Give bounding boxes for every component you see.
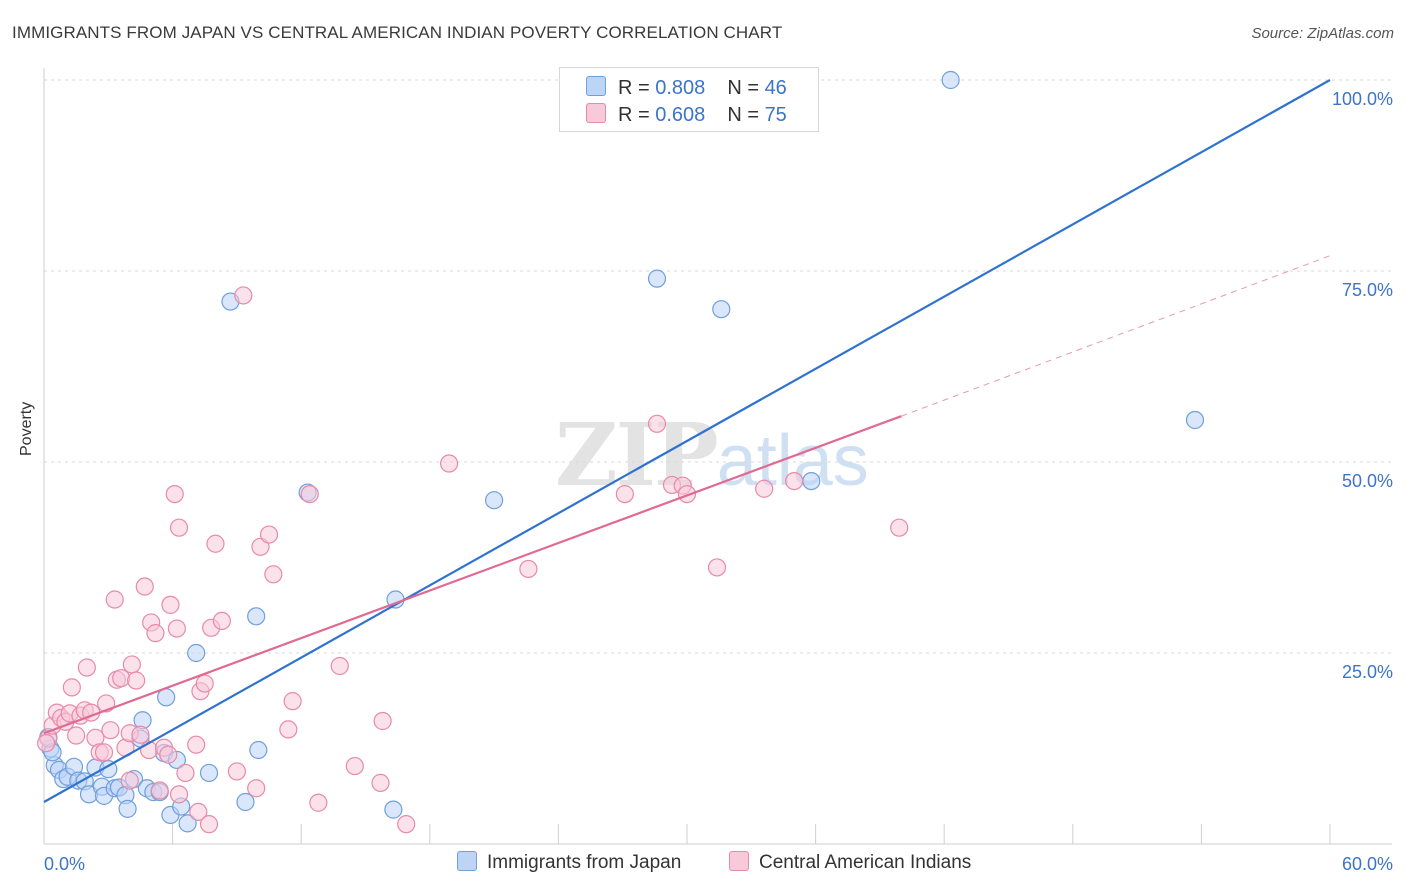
legend-swatch-central-american [586,103,606,123]
point-central-american [135,577,154,596]
point-central-american [127,671,146,690]
point-central-american [101,721,120,740]
point-central-american [112,669,131,688]
point-central-american [146,624,165,643]
point-central-american [67,726,86,745]
bottom-legend-swatch-japan [457,851,477,871]
point-central-american [62,678,81,697]
legend-r-label: R = [618,77,656,99]
point-central-american [212,611,231,631]
point-japan [647,269,667,288]
point-japan [384,800,403,819]
point-central-american [264,565,283,584]
legend-row-japan: R = 0.808 N = 46 [586,76,787,100]
point-japan [236,792,255,812]
y-tick-label: 25.0% [1342,662,1393,682]
bottom-legend-label-central-american: Central American Indians [759,852,972,873]
point-central-american [189,802,208,822]
legend-n-value: 46 [764,77,787,99]
point-central-american [105,590,124,609]
source-label: Source: ZipAtlas.com [1251,25,1394,42]
point-central-american [120,771,139,790]
point-japan [118,799,137,818]
point-central-american [345,756,364,776]
point-central-american [159,745,178,764]
point-central-american [707,558,727,577]
point-central-american [37,734,56,753]
point-central-american [890,518,909,537]
point-central-american [169,785,189,804]
point-japan [199,763,219,783]
point-central-american [279,720,298,739]
y-tick-label: 75.0% [1342,280,1393,300]
bottom-legend-japan: Immigrants from Japan [457,851,681,874]
point-central-american [755,479,774,498]
point-central-american [187,735,206,754]
point-central-american [283,692,302,711]
point-central-american [199,815,219,834]
legend-swatch-japan [586,76,606,96]
legend-n-label: N = [727,77,765,99]
point-central-american [167,619,186,638]
point-central-american [131,725,150,744]
point-japan [99,760,118,779]
point-central-american [615,484,634,504]
point-central-american [439,454,459,473]
point-central-american [247,779,266,798]
point-central-american [309,793,328,812]
point-central-american [677,484,697,504]
point-central-american [519,559,538,579]
point-japan [485,491,504,510]
point-central-american [227,762,246,781]
y-tick-label: 100.0% [1332,89,1393,109]
x-tick-label: 60.0% [1342,854,1393,874]
bottom-legend-central-american: Central American Indians [729,851,971,874]
point-central-american [94,743,114,762]
point-central-american [373,711,392,731]
point-japan [1185,410,1205,430]
point-central-american [300,484,319,504]
point-japan [802,472,821,491]
legend-r-value: 0.808 [655,77,706,99]
point-japan [178,814,197,833]
trendline-japan [43,79,1331,803]
point-central-american [234,286,253,305]
legend-r-value: 0.608 [655,104,706,126]
trendline-central-american [43,415,902,735]
point-japan [187,643,206,663]
point-japan [247,607,266,626]
y-tick-label: 50.0% [1342,471,1393,491]
point-central-american [161,595,180,614]
x-tick-label: 0.0% [44,854,85,874]
point-japan [941,70,960,90]
point-japan [249,740,268,760]
chart-title: IMMIGRANTS FROM JAPAN VS CENTRAL AMERICA… [12,23,783,42]
legend-n-value: 75 [764,104,787,126]
point-central-american [150,781,169,800]
trendline-central-american-extension [901,255,1331,417]
point-central-american [397,815,416,834]
legend-r-label: R = [618,104,656,126]
point-central-american [785,472,804,491]
point-central-american [330,656,349,676]
point-central-american [371,773,390,792]
point-central-american [122,655,141,674]
legend-n-label: N = [727,104,765,126]
point-central-american [195,674,214,693]
legend-row-central-american: R = 0.608 N = 75 [586,103,787,127]
point-central-american [165,484,184,504]
bottom-legend-label-japan: Immigrants from Japan [487,852,682,873]
point-central-american [169,518,189,537]
point-central-american [77,658,96,677]
point-central-american [176,763,195,783]
point-central-american [259,525,279,544]
bottom-legend-swatch-central-american [729,851,749,871]
point-central-american [206,534,225,553]
point-central-american [647,414,667,433]
point-japan [712,300,731,319]
correlation-legend: R = 0.808 N = 46 R = 0.608 N = 75 [559,67,819,132]
y-axis-label: Poverty [18,401,35,456]
